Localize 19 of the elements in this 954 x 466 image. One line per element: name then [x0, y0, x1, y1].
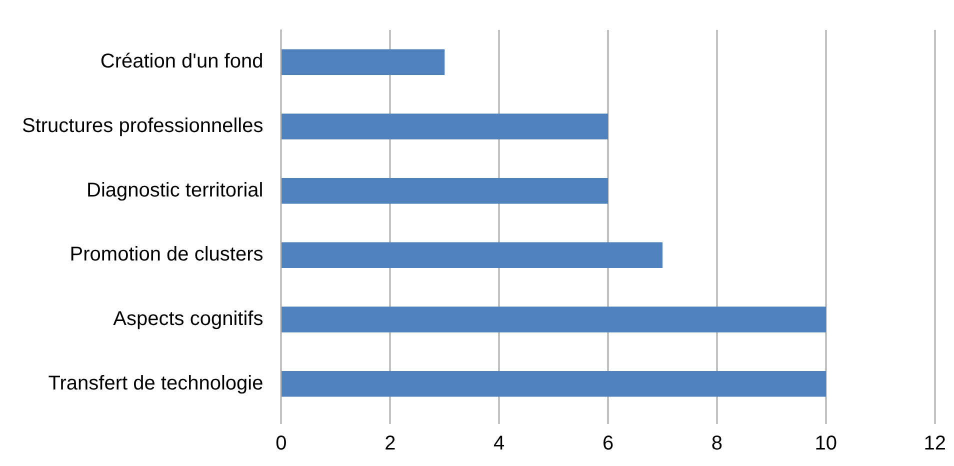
x-tick-label: 12	[924, 432, 946, 455]
x-tick-label: 2	[384, 432, 396, 455]
bar	[282, 306, 826, 332]
y-tick-label: Création d'un fond	[100, 50, 264, 73]
y-tick-label: Diagnostic territorial	[86, 179, 264, 202]
x-tick-label: 10	[814, 432, 838, 455]
bar	[282, 370, 826, 397]
bar	[282, 114, 608, 140]
x-tick-label: 8	[711, 432, 723, 455]
x-tick-label: 0	[276, 432, 287, 455]
bar	[282, 242, 663, 268]
y-tick-label: Transfert de technologie	[48, 372, 264, 394]
bar	[282, 49, 445, 76]
y-tick-label: Aspects cognitifs	[113, 308, 264, 330]
bar	[282, 178, 608, 204]
x-tick-label: 6	[602, 432, 614, 455]
x-tick-label: 4	[494, 432, 505, 455]
y-tick-label: Promotion de clusters	[70, 244, 264, 266]
y-tick-label: Structures professionnelles	[22, 115, 264, 138]
